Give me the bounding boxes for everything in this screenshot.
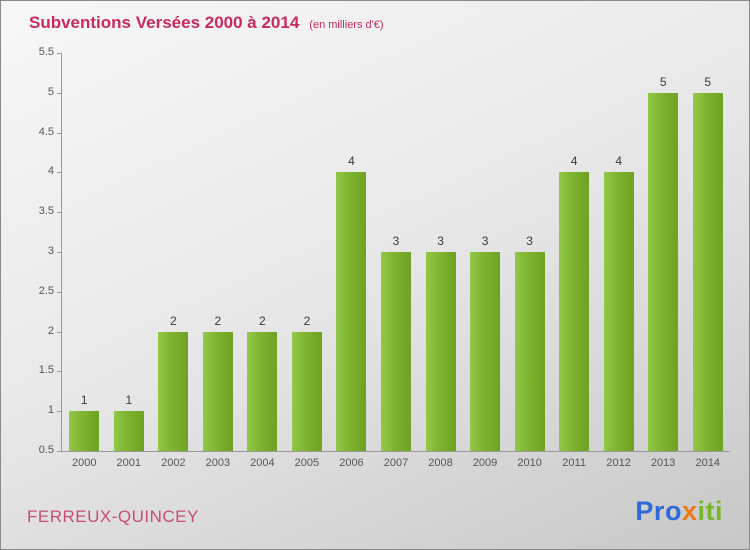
bar xyxy=(69,411,100,451)
y-tick-label: 3 xyxy=(47,245,54,257)
y-tick-label: 1.5 xyxy=(38,364,54,377)
bar-value-label: 4 xyxy=(570,154,578,169)
x-tick-label: 2013 xyxy=(650,457,676,469)
y-tick-mark xyxy=(57,212,62,214)
y-tick-label: 4 xyxy=(47,165,54,178)
logo-letter: x xyxy=(681,496,698,526)
bar xyxy=(425,252,456,451)
x-tick-label: 2007 xyxy=(383,457,409,469)
bar-value-label: 3 xyxy=(481,234,489,248)
bar-value-label: 5 xyxy=(659,74,667,89)
y-tick-mark xyxy=(57,252,62,253)
x-tick-label: 2006 xyxy=(339,457,364,469)
y-tick-mark xyxy=(57,371,62,373)
y-tick-label: 2 xyxy=(47,324,54,337)
plot-area: 0.5 1 1.5 2 2.5 3 3.5 4 4.5 5 5.5 1 2000 1 2001 2 2002 2 2… xyxy=(39,46,730,469)
chart-header: Subventions Versées 2000 à 2014 (en mill… xyxy=(29,13,384,33)
y-tick-mark xyxy=(57,92,62,94)
logo-letter: r xyxy=(653,496,665,526)
y-tick-label: 4.5 xyxy=(38,125,54,138)
y-tick-mark xyxy=(57,172,62,174)
y-tick-label: 3.5 xyxy=(38,205,54,218)
x-tick-label: 2000 xyxy=(72,457,97,469)
bar-value-label: 1 xyxy=(80,393,88,408)
y-tick-mark xyxy=(57,291,62,293)
logo-letter: P xyxy=(635,496,654,526)
bar-value-label: 2 xyxy=(303,313,311,328)
x-tick-label: 2003 xyxy=(205,457,231,469)
bar xyxy=(291,331,322,451)
bar-value-label: 5 xyxy=(704,74,712,89)
y-tick-mark xyxy=(57,331,62,333)
x-tick-label: 2002 xyxy=(161,457,186,469)
x-tick-label: 2011 xyxy=(562,457,586,469)
x-tick-label: 2001 xyxy=(116,457,142,469)
x-tick-label: 2008 xyxy=(428,457,453,469)
bar xyxy=(470,252,501,451)
logo-letter: i xyxy=(697,496,706,526)
x-tick-label: 2004 xyxy=(250,457,275,469)
logo-letter: t xyxy=(705,496,715,526)
y-tick-label: 0.5 xyxy=(38,444,54,456)
y-tick-mark xyxy=(57,132,62,134)
y-tick-mark xyxy=(57,411,62,413)
y-tick-label: 5.5 xyxy=(38,46,54,58)
bar-value-label: 4 xyxy=(348,154,355,169)
bar-value-label: 3 xyxy=(392,234,400,248)
y-tick-mark xyxy=(57,451,62,452)
bar-value-label: 3 xyxy=(526,234,533,248)
bar-value-label: 3 xyxy=(437,234,444,248)
proxiti-logo: Proxiti xyxy=(635,496,723,527)
bar xyxy=(559,172,590,451)
x-tick-label: 2005 xyxy=(294,457,320,469)
bar xyxy=(113,411,144,451)
x-tick-label: 2012 xyxy=(606,457,631,469)
bar-value-label: 2 xyxy=(259,313,266,328)
logo-letter: o xyxy=(664,496,682,526)
bar xyxy=(381,252,411,451)
y-tick-label: 1 xyxy=(47,404,54,417)
commune-name: FERREUX-QUINCEY xyxy=(27,507,199,526)
bar-value-label: 2 xyxy=(214,313,222,328)
bar-value-label: 2 xyxy=(169,313,177,328)
bar xyxy=(514,252,545,451)
bar xyxy=(692,92,723,451)
bar-value-label: 1 xyxy=(125,393,133,408)
bar-value-label: 4 xyxy=(615,154,622,169)
chart-footer: FERREUX-QUINCEY Proxiti xyxy=(1,496,749,527)
chart-subtitle: (en milliers d'€) xyxy=(309,19,384,31)
x-tick-label: 2009 xyxy=(472,457,498,469)
chart-title: Subventions Versées 2000 à 2014 xyxy=(29,13,300,32)
bar xyxy=(603,172,634,451)
y-tick-label: 5 xyxy=(47,85,54,98)
y-tick-mark xyxy=(57,53,62,54)
y-tick-label: 2.5 xyxy=(38,284,54,297)
bar xyxy=(336,172,367,451)
bar xyxy=(158,331,189,451)
logo-letter: i xyxy=(714,496,723,526)
bar xyxy=(202,331,233,451)
bar xyxy=(247,331,278,451)
x-tick-label: 2014 xyxy=(695,457,720,469)
x-tick-label: 2010 xyxy=(517,457,542,469)
bar xyxy=(648,92,679,451)
